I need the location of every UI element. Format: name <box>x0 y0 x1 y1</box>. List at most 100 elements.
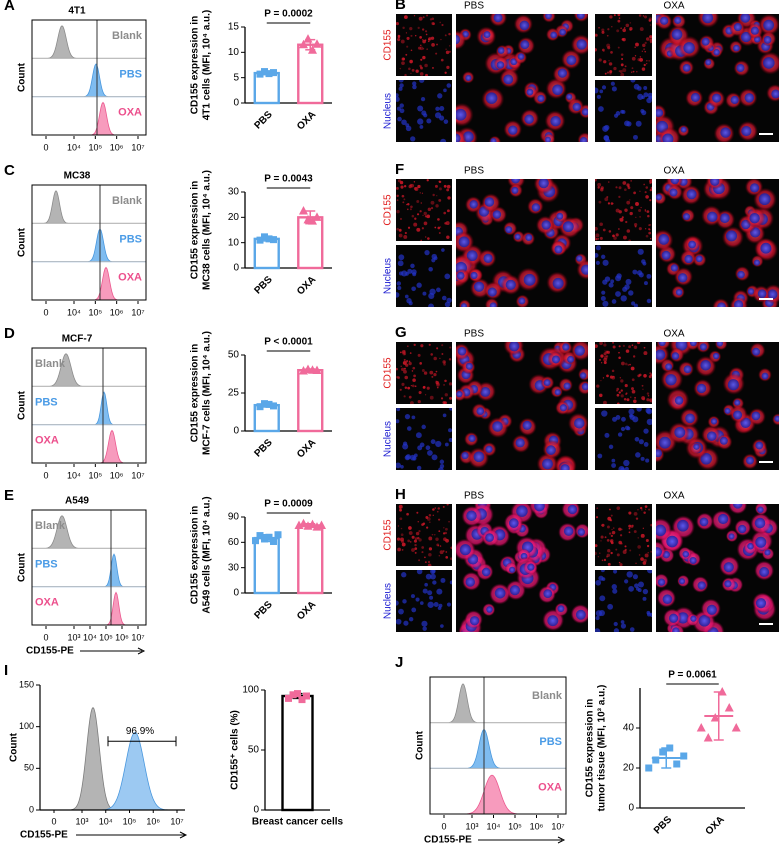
nucleus <box>647 570 652 574</box>
speckle <box>646 398 650 402</box>
speckle <box>439 550 444 555</box>
speckle <box>442 532 446 535</box>
nucleus <box>690 92 700 102</box>
nucleus <box>575 609 586 620</box>
x-tick-label: OXA <box>295 599 318 622</box>
speckle <box>644 41 647 44</box>
speckle <box>431 533 434 536</box>
nucleus <box>686 189 697 200</box>
speckle <box>616 553 620 557</box>
speckle <box>440 38 442 41</box>
speckle <box>609 70 613 74</box>
nucleus <box>435 106 440 111</box>
nucleus <box>563 526 574 536</box>
speckle <box>399 508 402 512</box>
nucleus <box>541 220 551 230</box>
speckle <box>432 66 434 69</box>
speckle <box>595 33 598 37</box>
speckle <box>645 234 649 238</box>
speckle <box>421 551 424 554</box>
nucleus <box>397 116 402 122</box>
speckle <box>444 379 447 383</box>
data-point <box>298 696 306 704</box>
nucleus <box>457 346 467 356</box>
nucleus <box>751 411 761 421</box>
speckle <box>433 356 437 361</box>
speckle <box>420 58 423 61</box>
histogram-title: A549 <box>65 496 89 507</box>
nucleus <box>660 16 669 25</box>
speckle <box>610 202 614 205</box>
speckle <box>604 350 606 352</box>
speckle <box>595 233 600 238</box>
nucleus <box>534 504 545 512</box>
nucleus <box>509 585 520 596</box>
y-tick-label: 15 <box>228 22 240 33</box>
speckle <box>414 543 417 547</box>
speckle <box>417 536 420 540</box>
nucleus <box>515 438 525 448</box>
y-axis-label: CD155 expression in <box>190 181 201 279</box>
speckle <box>638 554 641 556</box>
speckle <box>615 208 620 213</box>
nucleus <box>469 200 478 209</box>
nucleus <box>638 581 645 588</box>
nucleus <box>509 566 516 573</box>
nucleus <box>620 295 627 302</box>
nucleus <box>642 596 647 601</box>
x-tick-label: 0 <box>441 821 446 831</box>
speckle <box>606 71 610 74</box>
nucleus <box>733 504 743 509</box>
nucleus <box>612 416 617 422</box>
speckle <box>399 351 402 354</box>
speckle <box>444 71 447 74</box>
speckle <box>611 26 613 28</box>
lane-label: PBS <box>35 558 58 570</box>
nucleus <box>750 26 759 35</box>
nucleus <box>675 288 683 296</box>
speckle <box>440 397 444 400</box>
speckle <box>396 367 398 371</box>
speckle <box>439 21 442 24</box>
speckle <box>629 363 631 366</box>
speckle <box>643 351 648 356</box>
speckle <box>429 18 433 21</box>
nucleus <box>700 360 711 371</box>
speckle <box>427 560 431 564</box>
speckle <box>445 48 447 50</box>
nucleus <box>448 428 452 433</box>
nucleus <box>615 275 622 282</box>
speckle <box>412 378 416 382</box>
speckle <box>619 534 623 537</box>
nucleus <box>443 88 447 93</box>
speckle <box>634 396 636 399</box>
speckle <box>414 385 417 388</box>
y-tick-label: 20 <box>228 212 240 223</box>
speckle <box>647 214 650 218</box>
speckle <box>631 344 634 347</box>
nucleus <box>643 428 649 434</box>
data-point <box>299 206 308 215</box>
speckle <box>443 401 447 404</box>
speckle <box>644 191 647 194</box>
nucleus <box>613 628 620 632</box>
nucleus <box>408 617 414 622</box>
y-axis-label: A549 cells (MFI, 10⁴ a.u.) <box>202 496 213 613</box>
speckle <box>643 48 646 51</box>
nucleus <box>421 620 428 627</box>
nucleus <box>680 126 687 133</box>
speckle <box>616 387 620 391</box>
speckle <box>410 401 414 404</box>
speckle <box>445 551 448 553</box>
speckle <box>629 549 632 552</box>
data-point <box>294 690 301 698</box>
nucleus <box>626 571 633 578</box>
data-point <box>666 744 674 752</box>
nucleus <box>524 114 534 124</box>
speckle <box>603 558 607 562</box>
nucleus <box>446 83 452 88</box>
nucleus <box>665 374 677 386</box>
speckle <box>599 552 601 554</box>
nucleus <box>563 382 571 390</box>
speckle <box>400 39 405 44</box>
